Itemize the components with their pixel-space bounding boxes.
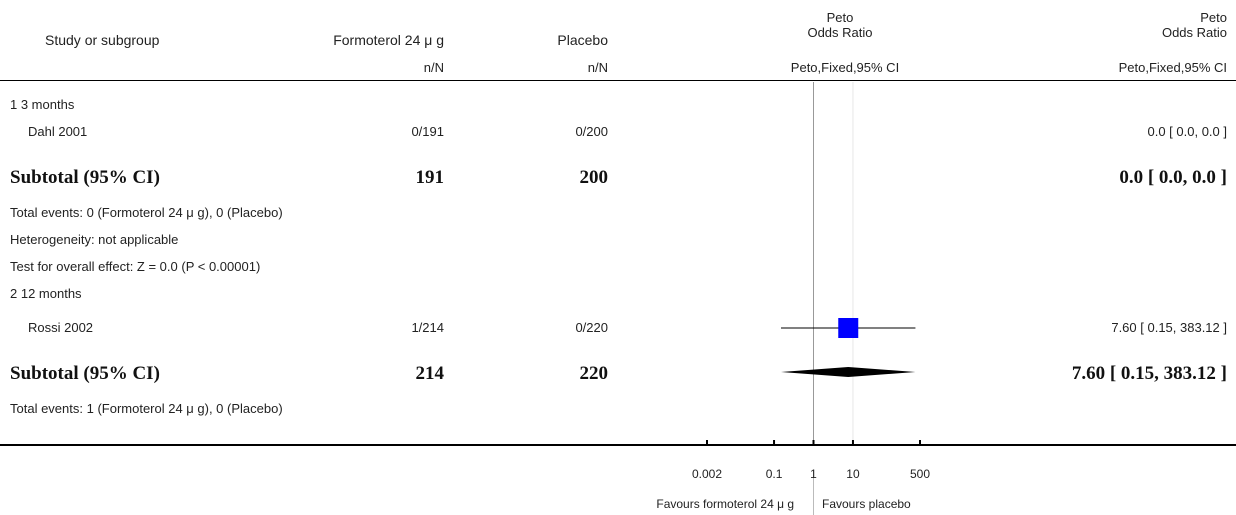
note-total-events: Total events: 1 (Formoterol 24 μ g), 0 (… [10,401,283,416]
header-or-title-2: Odds Ratio [807,25,873,40]
study-name: Rossi 2002 [28,320,94,335]
header-rule [0,80,1236,81]
subtotal-control: 220 [579,363,609,384]
study-control-events: 0/220 [575,320,608,335]
subtotal-treatment: 191 [415,167,445,188]
subtotal-diamond [780,367,916,377]
note-overall-effect: Test for overall effect: Z = 0.0 (P < 0.… [10,259,261,274]
note-heterogeneity: Heterogeneity: not applicable [10,232,179,247]
footer-rule [0,444,1236,446]
header-treatment: Formoterol 24 μ g [333,32,444,48]
subtotal-label: Subtotal (95% CI) [10,363,160,384]
header-study: Study or subgroup [45,32,160,48]
header-or-method-b: Peto,Fixed,95% CI [1118,60,1227,75]
header-nN-control: n/N [587,60,608,75]
header-or-title-1: Peto [826,10,854,25]
study-marker [838,318,859,338]
axis-tick-label: 10 [846,467,860,481]
axis-tick-label: 500 [909,467,931,481]
subtotal-ci-text: 0.0 [ 0.0, 0.0 ] [1119,167,1227,188]
header-or-title-2b: Odds Ratio [1161,25,1227,40]
header-control: Placebo [557,32,608,48]
favours-left-label: Favours formoterol 24 μ g [656,497,794,511]
axis-tick-label: 0.1 [765,467,783,481]
study-ci-text: 7.60 [ 0.15, 383.12 ] [1111,320,1227,335]
favours-right-label: Favours placebo [822,497,911,511]
subtotal-control: 200 [579,167,609,188]
subtotal-label: Subtotal (95% CI) [10,167,160,188]
axis-tick-label: 1 [810,467,817,481]
header-or-method: Peto,Fixed,95% CI [790,60,900,75]
header-or-title-1b: Peto [1200,10,1227,25]
group-1-label: 1 3 months [10,97,75,112]
group-2-label: 2 12 months [10,286,82,301]
subtotal-ci-text: 7.60 [ 0.15, 383.12 ] [1071,363,1227,384]
study-treatment-events: 0/191 [411,124,444,139]
study-treatment-events: 1/214 [411,320,444,335]
axis-tick-label: 0.002 [691,467,723,481]
note-total-events: Total events: 0 (Formoterol 24 μ g), 0 (… [10,205,283,220]
header-nN-treatment: n/N [423,60,444,75]
study-ci-text: 0.0 [ 0.0, 0.0 ] [1147,124,1228,139]
subtotal-treatment: 214 [415,363,445,384]
study-control-events: 0/200 [575,124,608,139]
study-name: Dahl 2001 [28,124,88,139]
